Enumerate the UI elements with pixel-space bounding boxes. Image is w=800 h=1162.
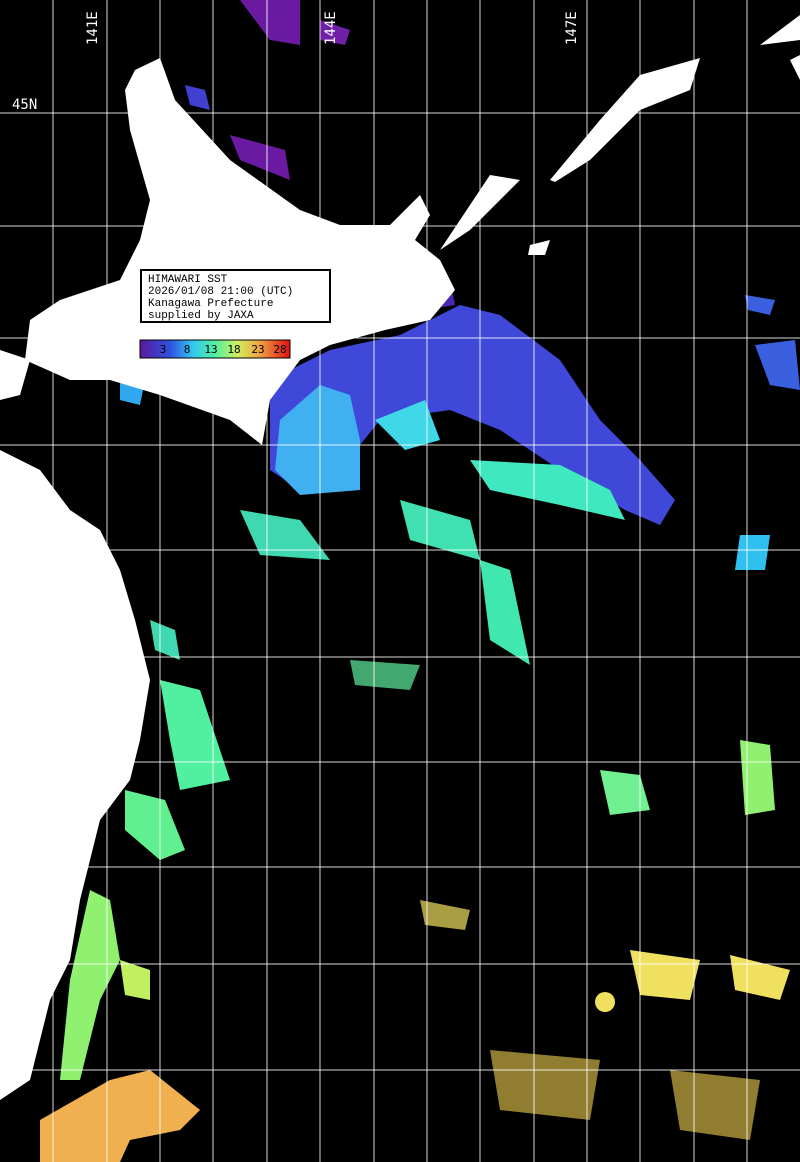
info-line: Kanagawa Prefecture — [148, 298, 273, 310]
colorbar-label: 13 — [204, 343, 217, 356]
info-line: supplied by JAXA — [148, 310, 254, 322]
lon-label: 141E — [85, 11, 101, 45]
lon-label: 144E — [323, 11, 339, 45]
colorbar-label: 23 — [251, 343, 264, 356]
colorbar: 3 8 13 18 23 28 — [139, 339, 291, 359]
colorbar-label: 28 — [273, 343, 286, 356]
colorbar-label: 3 — [160, 343, 167, 356]
info-box-frame — [140, 269, 331, 323]
lat-label: 45N — [12, 97, 37, 113]
colorbar-label: 18 — [227, 343, 240, 356]
info-line: HIMAWARI SST — [148, 274, 228, 286]
colorbar-label: 8 — [184, 343, 191, 356]
info-line: 2026/01/08 21:00 (UTC) — [148, 286, 293, 298]
info-box: HIMAWARI SST 2026/01/08 21:00 (UTC) Kana… — [140, 269, 331, 323]
sst-patches — [40, 0, 800, 1162]
colorbar-gradient — [139, 339, 291, 359]
lon-label: 147E — [564, 11, 580, 45]
